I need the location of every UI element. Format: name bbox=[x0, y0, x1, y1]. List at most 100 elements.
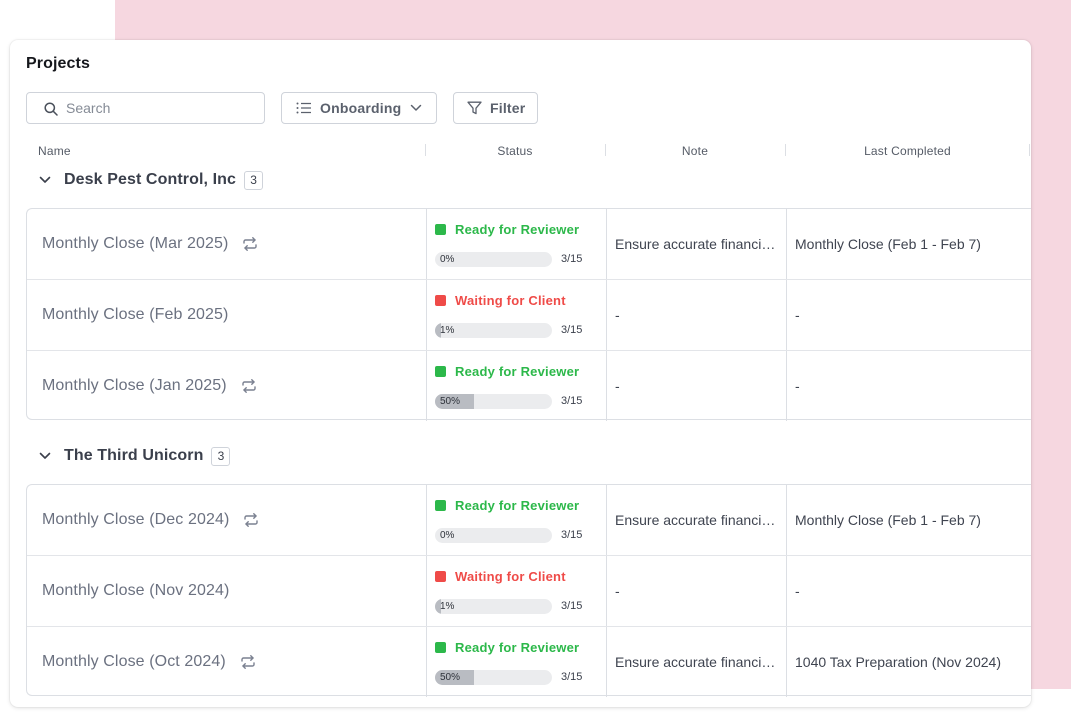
progress-percent: 1% bbox=[440, 325, 455, 336]
progress-bar: 50% bbox=[435, 670, 552, 685]
table-row[interactable]: Monthly Close (Nov 2024) Waiting for Cli… bbox=[27, 556, 1031, 627]
last-completed-text: 1040 Tax Preparation (Nov 2024) bbox=[795, 654, 1001, 670]
last-completed-text: - bbox=[795, 307, 800, 323]
status-cell[interactable]: Ready for Reviewer 0% 3/15 bbox=[426, 485, 606, 555]
column-divider[interactable] bbox=[785, 144, 786, 156]
column-divider[interactable] bbox=[605, 144, 606, 156]
progress-bar: 50% bbox=[435, 394, 552, 409]
group-count-badge: 3 bbox=[211, 446, 231, 466]
note-cell[interactable]: - bbox=[606, 280, 786, 350]
note-cell[interactable]: Ensure accurate financial records bbox=[606, 627, 786, 697]
filter-icon bbox=[467, 101, 482, 115]
note-text: - bbox=[615, 378, 620, 394]
project-group: Monthly Close (Mar 2025) Ready for Revie… bbox=[26, 208, 1031, 421]
last-completed-cell[interactable]: - bbox=[786, 351, 1031, 421]
note-text: - bbox=[615, 583, 620, 599]
projects-panel: Projects Onboarding Filter bbox=[10, 40, 1031, 707]
note-text: - bbox=[615, 307, 620, 323]
status-indicator bbox=[435, 642, 446, 653]
progress-percent: 50% bbox=[440, 672, 461, 683]
last-completed-text: - bbox=[795, 583, 800, 599]
task-ratio: 3/15 bbox=[561, 671, 583, 683]
note-cell[interactable]: Ensure accurate financial records bbox=[606, 485, 786, 555]
note-text: Ensure accurate financial records bbox=[615, 236, 779, 252]
status-cell[interactable]: Ready for Reviewer 50% 3/15 bbox=[426, 627, 606, 697]
last-completed-text: - bbox=[795, 378, 800, 394]
last-completed-cell[interactable]: Monthly Close (Feb 1 - Feb 7) bbox=[786, 209, 1031, 279]
filter-button[interactable]: Filter bbox=[453, 92, 538, 124]
project-name: Monthly Close (Nov 2024) bbox=[42, 582, 230, 599]
column-header-note[interactable]: Note bbox=[681, 144, 709, 158]
progress-fill bbox=[435, 394, 474, 409]
project-name-cell[interactable]: Monthly Close (Nov 2024) bbox=[27, 556, 426, 626]
progress-percent: 0% bbox=[440, 530, 455, 541]
status-cell[interactable]: Waiting for Client 1% 3/15 bbox=[426, 556, 606, 626]
note-text: Ensure accurate financial records bbox=[615, 654, 779, 670]
status-label: Waiting for Client bbox=[455, 569, 566, 584]
status-label: Waiting for Client bbox=[455, 293, 566, 308]
group-header[interactable]: The Third Unicorn 3 bbox=[38, 444, 231, 468]
project-name-cell[interactable]: Monthly Close (Dec 2024) bbox=[27, 485, 426, 555]
status-indicator bbox=[435, 295, 446, 306]
status-badge: Ready for Reviewer bbox=[435, 364, 579, 379]
last-completed-text: Monthly Close (Feb 1 - Feb 7) bbox=[795, 512, 981, 528]
note-cell[interactable]: - bbox=[606, 556, 786, 626]
status-indicator bbox=[435, 224, 446, 235]
column-header-status[interactable]: Status bbox=[497, 144, 533, 158]
column-divider[interactable] bbox=[425, 144, 426, 156]
status-badge: Ready for Reviewer bbox=[435, 222, 579, 237]
group-name: The Third Unicorn bbox=[64, 447, 204, 464]
status-label: Ready for Reviewer bbox=[455, 640, 580, 655]
progress-fill bbox=[435, 670, 474, 685]
project-name: Monthly Close (Mar 2025) bbox=[42, 235, 229, 252]
progress-bar: 1% bbox=[435, 599, 552, 614]
table-row[interactable]: Monthly Close (Mar 2025) Ready for Revie… bbox=[27, 209, 1031, 280]
project-name: Monthly Close (Dec 2024) bbox=[42, 511, 230, 528]
note-cell[interactable]: Ensure accurate financial records bbox=[606, 209, 786, 279]
task-ratio: 3/15 bbox=[561, 253, 583, 265]
last-completed-cell[interactable]: Monthly Close (Feb 1 - Feb 7) bbox=[786, 485, 1031, 555]
search-box[interactable] bbox=[26, 92, 265, 124]
task-ratio: 3/15 bbox=[561, 600, 583, 612]
project-name-cell[interactable]: Monthly Close (Mar 2025) bbox=[27, 209, 426, 279]
progress-bar: 1% bbox=[435, 323, 552, 338]
note-text: Ensure accurate financial records bbox=[615, 512, 779, 528]
status-indicator bbox=[435, 500, 446, 511]
table-row[interactable]: Monthly Close (Oct 2024) Ready for Revie… bbox=[27, 627, 1031, 697]
status-badge: Waiting for Client bbox=[435, 569, 566, 584]
last-completed-cell[interactable]: - bbox=[786, 556, 1031, 626]
progress-fill bbox=[435, 599, 441, 614]
note-cell[interactable]: - bbox=[606, 351, 786, 421]
filter-label: Filter bbox=[490, 100, 526, 116]
progress-bar: 0% bbox=[435, 252, 552, 267]
chevron-down-icon[interactable] bbox=[38, 449, 52, 463]
last-completed-cell[interactable]: 1040 Tax Preparation (Nov 2024) bbox=[786, 627, 1031, 697]
project-name-cell[interactable]: Monthly Close (Feb 2025) bbox=[27, 280, 426, 350]
column-divider[interactable] bbox=[1029, 144, 1030, 156]
status-cell[interactable]: Ready for Reviewer 0% 3/15 bbox=[426, 209, 606, 279]
project-group: Monthly Close (Dec 2024) Ready for Revie… bbox=[26, 484, 1031, 697]
search-icon bbox=[44, 102, 58, 116]
progress-bar: 0% bbox=[435, 528, 552, 543]
group-header[interactable]: Desk Pest Control, Inc 3 bbox=[38, 168, 264, 192]
table-row[interactable]: Monthly Close (Dec 2024) Ready for Revie… bbox=[27, 485, 1031, 556]
status-cell[interactable]: Ready for Reviewer 50% 3/15 bbox=[426, 351, 606, 421]
status-cell[interactable]: Waiting for Client 1% 3/15 bbox=[426, 280, 606, 350]
project-name-cell[interactable]: Monthly Close (Oct 2024) bbox=[27, 627, 426, 697]
column-header-name[interactable]: Name bbox=[38, 144, 71, 158]
table-row[interactable]: Monthly Close (Feb 2025) Waiting for Cli… bbox=[27, 280, 1031, 351]
project-name-cell[interactable]: Monthly Close (Jan 2025) bbox=[27, 351, 426, 421]
view-dropdown-button[interactable]: Onboarding bbox=[281, 92, 437, 124]
status-label: Ready for Reviewer bbox=[455, 222, 580, 237]
status-indicator bbox=[435, 366, 446, 377]
last-completed-cell[interactable]: - bbox=[786, 280, 1031, 350]
chevron-down-icon[interactable] bbox=[38, 173, 52, 187]
search-input[interactable] bbox=[66, 98, 256, 118]
status-badge: Ready for Reviewer bbox=[435, 498, 579, 513]
progress-percent: 0% bbox=[440, 254, 455, 265]
status-badge: Ready for Reviewer bbox=[435, 640, 579, 655]
repeat-icon bbox=[242, 379, 256, 393]
table-row[interactable]: Monthly Close (Jan 2025) Ready for Revie… bbox=[27, 351, 1031, 421]
status-label: Ready for Reviewer bbox=[455, 498, 580, 513]
column-header-last-completed[interactable]: Last Completed bbox=[864, 144, 951, 158]
